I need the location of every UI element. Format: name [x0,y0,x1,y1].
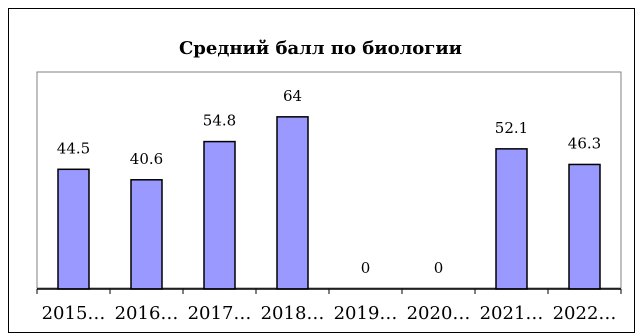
x-tick-label: 2019… [334,303,398,324]
x-tick-label: 2016… [115,303,179,324]
bar [130,179,163,290]
bars-group [57,116,601,290]
x-tick-label: 2018… [261,303,325,324]
data-label: 54.8 [203,112,236,130]
data-label: 64 [283,87,302,105]
x-axis-ticks [36,289,622,294]
bar [57,168,90,290]
x-tick-label: 2017… [188,303,252,324]
data-label: 46.3 [568,134,601,152]
data-label: 40.6 [130,150,163,168]
bar [276,116,309,290]
plot-area [36,71,622,289]
x-tick-label: 2020… [407,303,471,324]
data-label: 0 [434,259,444,277]
x-tick-label: 2021… [480,303,544,324]
x-tick-label: 2015… [42,303,106,324]
data-label: 0 [361,259,371,277]
data-labels-group: 44.5 40.6 54.8 64 0 0 52.1 46.3 [57,87,601,277]
data-label: 52.1 [495,119,528,137]
bar [495,148,528,290]
chart-title: Средний балл по биологии [178,38,463,59]
x-axis-tick-labels: 2015… 2016… 2017… 2018… 2019… 2020… 2021… 2022… [42,303,617,324]
data-label: 44.5 [57,139,90,157]
bar [568,163,601,290]
x-tick-label: 2022… [553,303,617,324]
bar [203,140,236,290]
